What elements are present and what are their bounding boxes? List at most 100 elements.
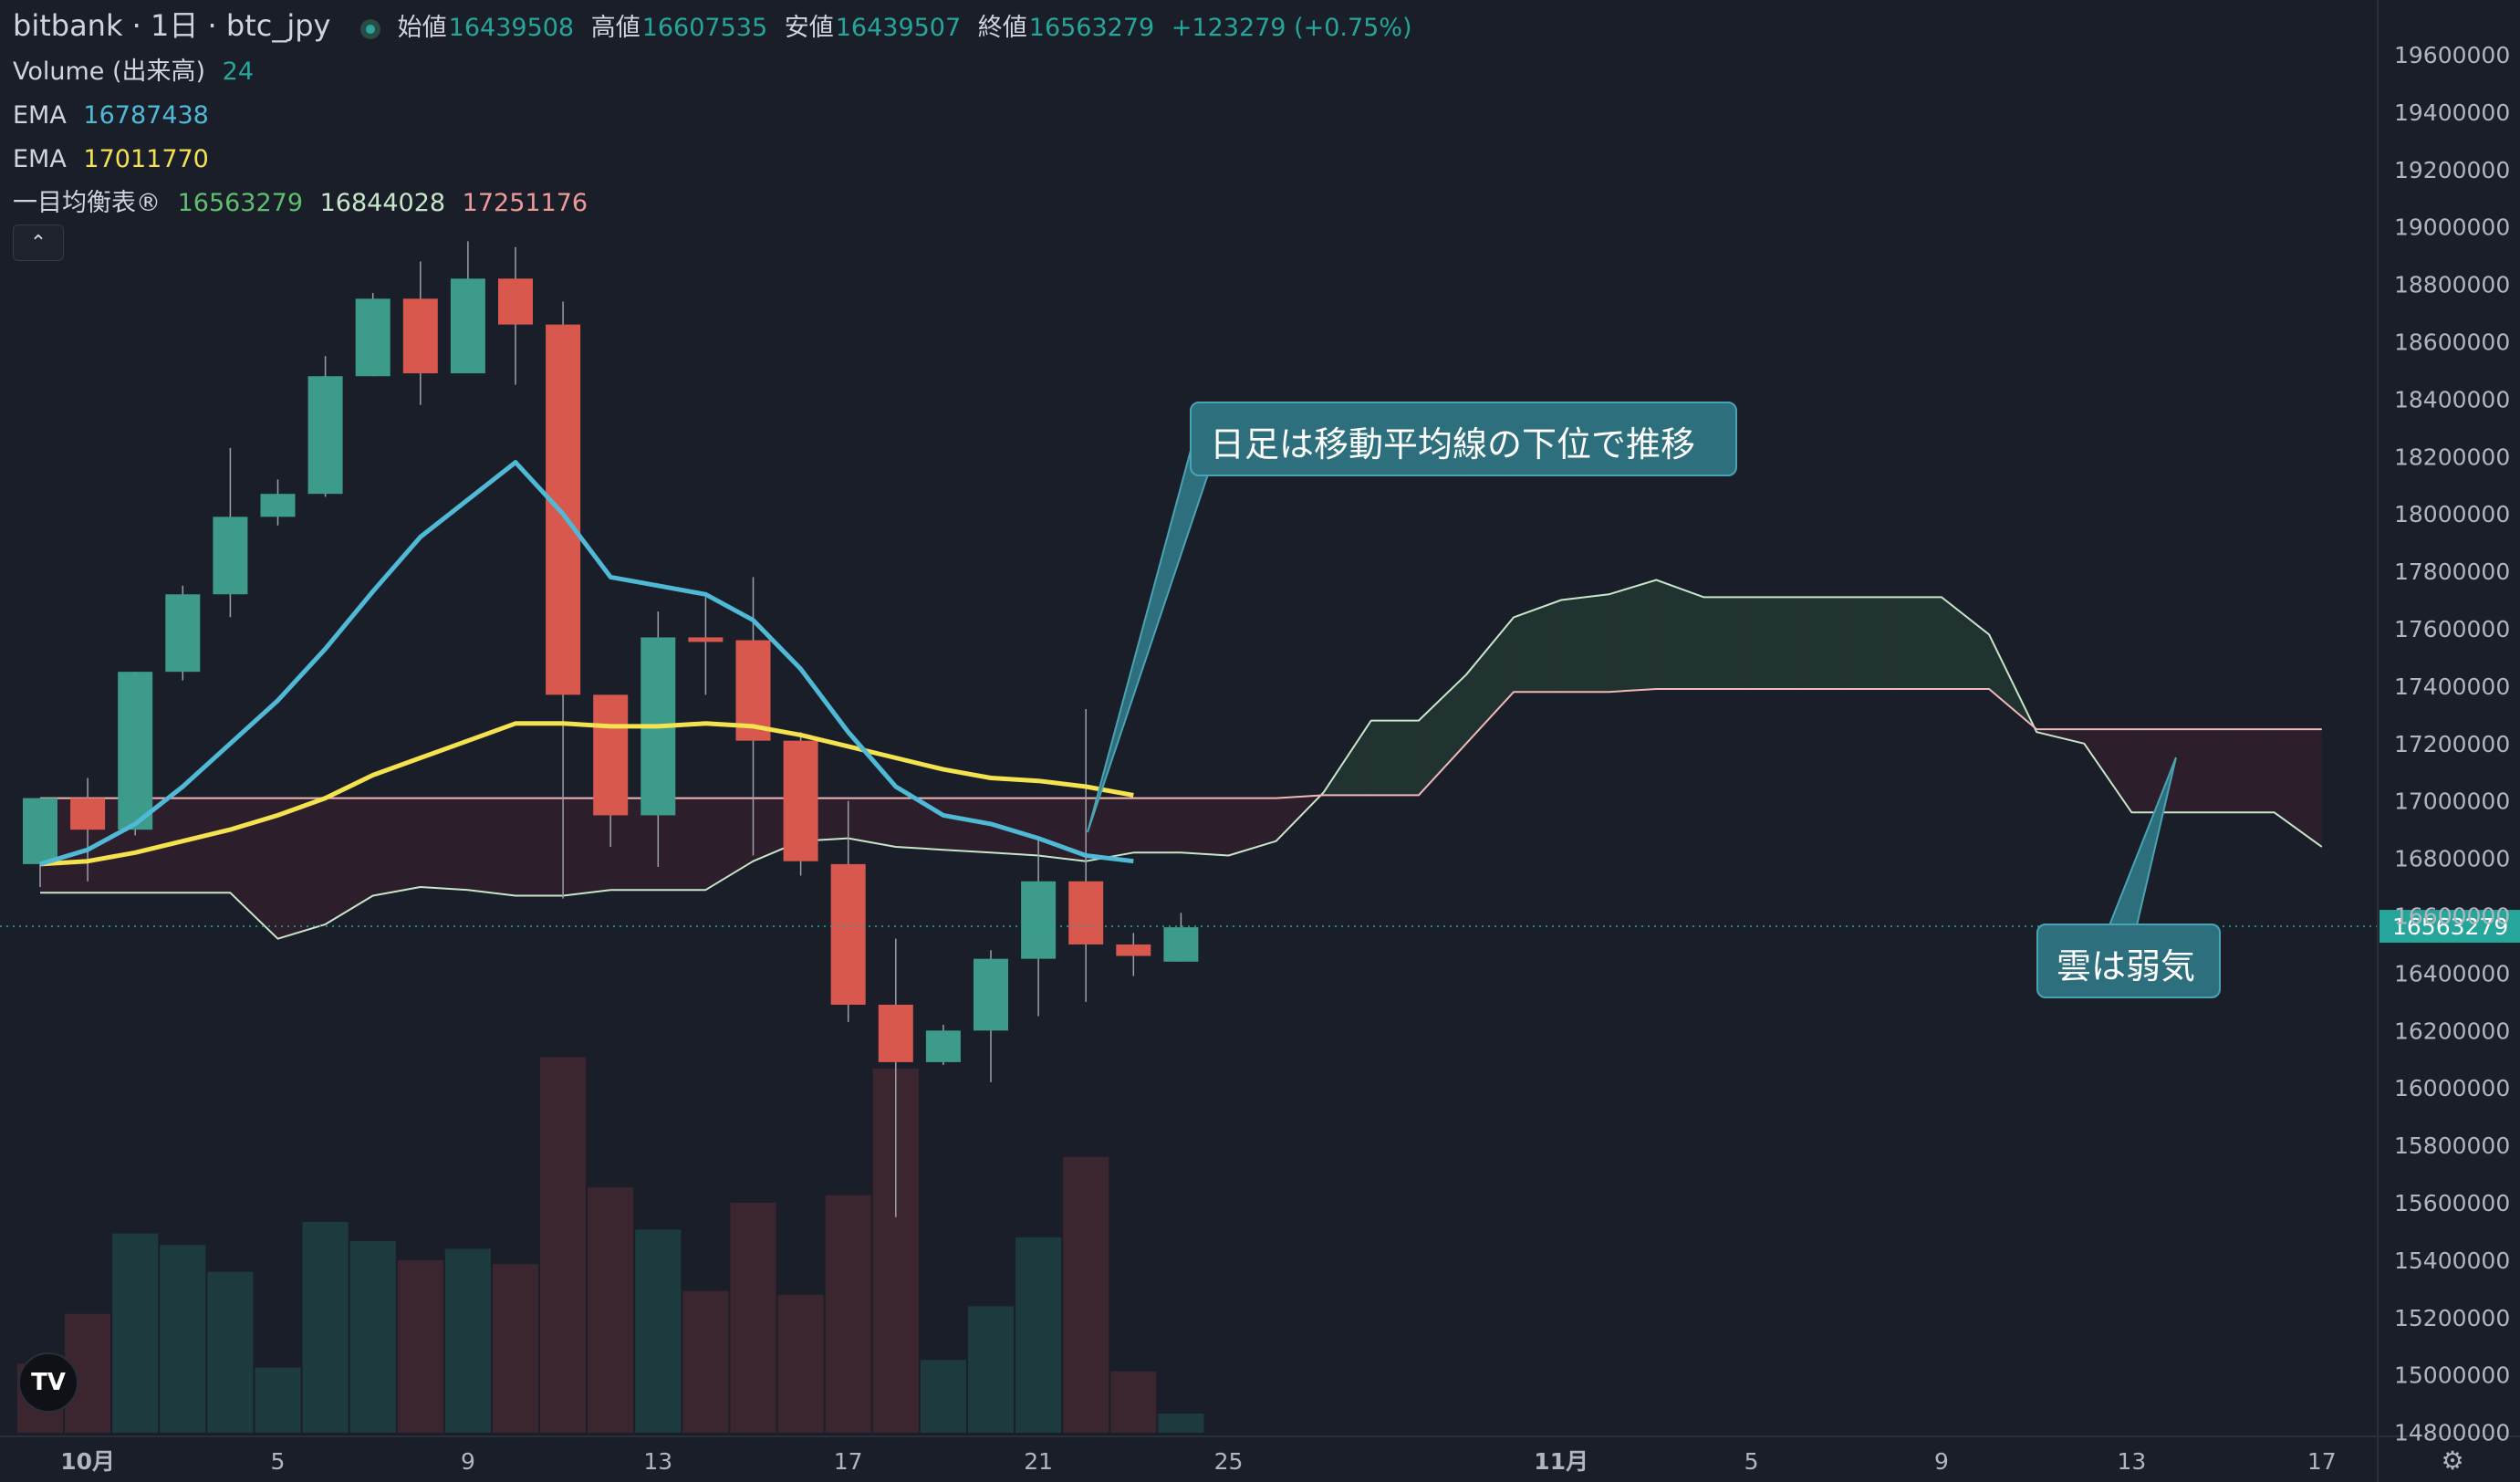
low-value: 16439507 [835, 14, 962, 42]
senkou-span-a-line [40, 579, 2323, 940]
cloud-segment [2084, 729, 2132, 813]
cloud-segment [2274, 729, 2322, 848]
close-value: 16563279 [1028, 14, 1155, 42]
candle-body [1163, 927, 1199, 962]
x-axis-tick-label: 13 [643, 1448, 672, 1475]
cloud-segment [1942, 597, 1990, 690]
cloud-segment [1466, 617, 1515, 744]
volume-label: Volume (出来高) [13, 57, 206, 86]
cloud-segment [658, 798, 706, 891]
ema2-label: EMA [13, 145, 67, 173]
ema2-legend-row[interactable]: EMA 17011770 [13, 138, 1421, 182]
y-axis-tick-label: 15600000 [2394, 1190, 2510, 1216]
market-status-dot-icon [360, 18, 381, 39]
x-axis-tick-label: 17 [834, 1448, 863, 1475]
y-axis-tick-label: 17400000 [2394, 673, 2510, 700]
volume-bar [635, 1229, 682, 1433]
volume-bar [1063, 1156, 1109, 1433]
cloud-segment [1370, 720, 1419, 796]
volume-bars [16, 1057, 1204, 1433]
candle-body [925, 1030, 961, 1062]
y-axis-tick-label: 15200000 [2394, 1305, 2510, 1331]
candle-body [260, 494, 296, 517]
candle-body [878, 1004, 913, 1062]
cloud-segment [1038, 798, 1087, 861]
ema1-legend-row[interactable]: EMA 16787438 [13, 94, 1421, 138]
cloud-segment [1228, 798, 1276, 856]
cloud-segment [467, 798, 515, 896]
cloud-segment [1751, 597, 1799, 690]
cloud-segment [1133, 798, 1182, 853]
cloud-segment [2179, 729, 2227, 813]
volume-bar [777, 1294, 824, 1433]
x-axis-tick-label: 11月 [1534, 1448, 1588, 1475]
cloud-segment [182, 798, 231, 893]
volume-bar [112, 1233, 159, 1433]
y-axis-tick-label: 19600000 [2394, 42, 2510, 68]
x-axis-tick-label: 25 [1214, 1448, 1244, 1475]
logo-text: TV [31, 1369, 66, 1396]
chart-legend: bitbank · 1日 · btc_jpy 始値16439508 高値1660… [13, 4, 1421, 225]
y-axis-tick-label: 16000000 [2394, 1075, 2510, 1101]
candle-body [118, 672, 153, 830]
ichimoku-spans [40, 579, 2323, 940]
cloud-segment [610, 798, 659, 891]
candlesticks [23, 241, 1199, 1217]
cloud-segment [895, 798, 943, 851]
candle-body [355, 298, 390, 377]
cloud-segment [2226, 729, 2275, 813]
last-price-tag-label: 16563279 [2392, 913, 2508, 940]
volume-bar [302, 1222, 349, 1433]
cloud-segment [1846, 597, 1894, 690]
x-axis-tick-label: 9 [1934, 1448, 1949, 1475]
y-axis-tick-label: 17000000 [2394, 788, 2510, 815]
volume-bar [444, 1248, 491, 1433]
candle-body [23, 798, 57, 864]
cloud-segment [1798, 597, 1847, 690]
volume-legend-row[interactable]: Volume (出来高) 24 [13, 50, 1421, 94]
gear-icon[interactable]: ⚙ [2441, 1445, 2464, 1476]
volume-bar [349, 1241, 396, 1433]
y-axis-tick-label: 17800000 [2394, 558, 2510, 585]
x-axis-tick-label: 5 [271, 1448, 286, 1475]
volume-bar [540, 1057, 587, 1433]
ema1-value: 16787438 [83, 101, 209, 130]
volume-bar [682, 1290, 729, 1433]
cloud-segment [420, 798, 468, 891]
candle-body [783, 740, 818, 861]
high-value: 16607535 [641, 14, 768, 42]
ichimoku-value-3: 17251176 [462, 189, 588, 217]
change-value: +123279 (+0.75%) [1171, 14, 1412, 42]
candle-body [165, 594, 201, 673]
tradingview-logo-icon[interactable]: TV [18, 1352, 78, 1413]
cloud-segment [942, 798, 991, 853]
ichimoku-legend-row[interactable]: 一目均衡表® 16563279 16844028 17251176 [13, 182, 1421, 225]
callout-ema-note: 日足は移動平均線の下位で推移 [1190, 402, 1737, 476]
symbol-title[interactable]: bitbank · 1日 · btc_jpy [13, 8, 331, 43]
senkou-span-b-line [40, 688, 2322, 799]
cloud-segment [848, 798, 896, 848]
low-label: 安値 [784, 14, 834, 42]
cloud-segment [991, 798, 1039, 856]
cloud-segment [1703, 597, 1752, 690]
y-axis-tick-label: 17200000 [2394, 731, 2510, 757]
y-axis-tick-label: 15000000 [2394, 1362, 2510, 1389]
close-label: 終値 [977, 14, 1027, 42]
ichimoku-label: 一目均衡表® [13, 189, 161, 217]
open-label: 始値 [397, 14, 447, 42]
volume-bar [825, 1195, 871, 1433]
collapse-legend-button[interactable]: ⌃ [13, 224, 64, 261]
y-axis-tick-label: 15400000 [2394, 1247, 2510, 1274]
x-axis-tick-label: 17 [2307, 1448, 2337, 1475]
y-axis-tick-label: 18200000 [2394, 444, 2510, 470]
x-axis-tick-label: 10月 [60, 1448, 115, 1475]
ema-fast-line [39, 460, 1134, 867]
cloud-segment [1418, 674, 1466, 796]
ema1-label: EMA [13, 101, 67, 130]
callout-cloud-note: 雲は弱気 [2036, 924, 2221, 998]
candle-body [688, 637, 724, 642]
cloud-segment [277, 798, 326, 939]
y-axis-tick-label: 18800000 [2394, 272, 2510, 298]
ema-lines [39, 460, 1134, 867]
